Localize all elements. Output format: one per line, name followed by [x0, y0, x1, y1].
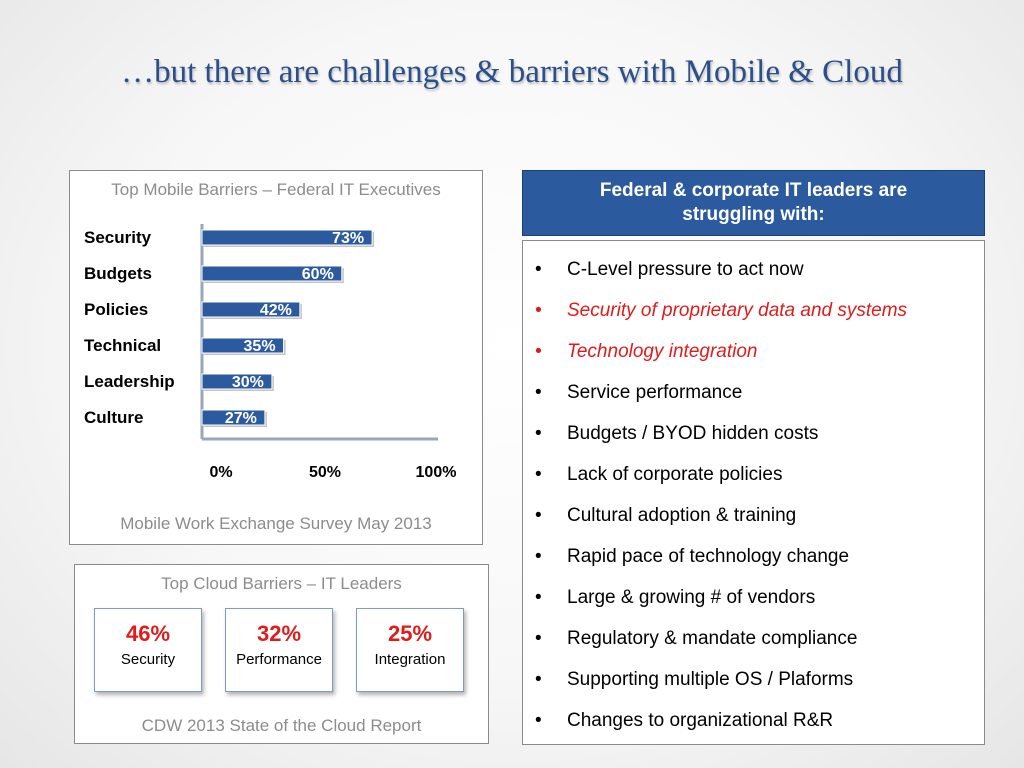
stat-percent: 25%: [387, 621, 433, 646]
bullet-icon: •: [535, 546, 542, 567]
chart-bar: [201, 337, 285, 354]
chart-bar: [201, 265, 343, 282]
stat-label: Performance: [236, 651, 322, 668]
list-item: • Rapid pace of technology change: [535, 543, 907, 584]
list-item: • Budgets / BYOD hidden costs: [535, 420, 907, 461]
mobile-barriers-source: Mobile Work Exchange Survey May 2013: [120, 514, 432, 533]
list-item: • Regulatory & mandate compliance: [535, 625, 907, 666]
cloud-barriers-heading: Top Cloud Barriers – IT Leaders: [161, 574, 402, 593]
cloud-barriers-source: CDW 2013 State of the Cloud Report: [141, 716, 422, 735]
chart-value-label: 60%: [302, 266, 334, 283]
chart-value-label: 42%: [260, 302, 292, 319]
list-item-text: Lack of corporate policies: [567, 464, 783, 485]
list-item: • Cultural adoption & training: [535, 502, 907, 543]
chart-bar: [201, 229, 373, 246]
cloud-stat-security: 46% Security: [94, 608, 202, 692]
chart-bar: [201, 409, 266, 426]
bullet-icon: •: [535, 464, 542, 485]
chart-value-label: 27%: [225, 410, 257, 427]
mobile-barriers-heading: Top Mobile Barriers – Federal IT Executi…: [111, 180, 441, 199]
stat-label: Integration: [374, 651, 446, 668]
chart-category-label: Technical: [84, 336, 161, 355]
bullet-icon: •: [535, 259, 542, 280]
list-item-text: Large & growing # of vendors: [567, 587, 816, 608]
chart-bar: [201, 373, 273, 390]
list-item: • Changes to organizational R&R: [535, 707, 907, 748]
chart-bar: [201, 301, 301, 318]
slide-title: …but there are challenges & barriers wit…: [121, 54, 903, 90]
struggles-panel: • C-Level pressure to act now • Security of…: [522, 240, 985, 745]
chart-category-label: Culture: [84, 408, 144, 427]
list-item: • Service performance: [535, 379, 907, 420]
list-item: • Lack of corporate policies: [535, 461, 907, 502]
list-item-text: C-Level pressure to act now: [567, 259, 804, 280]
list-item-text: Service performance: [567, 382, 743, 403]
chart-value-label: 35%: [244, 338, 276, 355]
chart-value-label: 73%: [332, 230, 364, 247]
list-item-text: Budgets / BYOD hidden costs: [567, 423, 819, 444]
bullet-icon: •: [535, 505, 542, 526]
list-item-text: Cultural adoption & training: [567, 505, 797, 526]
list-item: • Supporting multiple OS / Plaforms: [535, 666, 907, 707]
chart-category-label: Policies: [84, 300, 148, 319]
challenge-list: • C-Level pressure to act now • Security of…: [535, 256, 907, 748]
cloud-stat-performance: 32% Performance: [225, 608, 333, 692]
mobile-barriers-panel: Top Mobile Barriers – Federal IT Executi…: [69, 170, 483, 545]
struggles-header: Federal & corporate IT leaders are strug…: [522, 170, 985, 236]
chart-category-label: Leadership: [84, 372, 175, 391]
list-item-text: Technology integration: [567, 341, 758, 362]
stat-label: Security: [120, 651, 176, 668]
chart-category-label: Budgets: [84, 264, 152, 283]
bullet-icon: •: [535, 341, 542, 362]
list-item-text: Security of proprietary data and systems: [567, 300, 908, 321]
chart-tick-label: 0%: [209, 464, 232, 481]
list-item: • Technology integration: [535, 338, 907, 379]
stat-percent: 46%: [125, 621, 171, 646]
list-item: • Security of proprietary data and system…: [535, 297, 907, 338]
cloud-barriers-panel: Top Cloud Barriers – IT Leaders 46% Secu…: [74, 564, 489, 744]
list-item-text: Changes to organizational R&R: [567, 710, 834, 731]
list-item: • C-Level pressure to act now: [535, 256, 907, 297]
bullet-icon: •: [535, 669, 542, 690]
chart-category-label: Security: [84, 228, 152, 247]
chart-tick-label: 100%: [416, 464, 457, 481]
chart-value-label: 30%: [232, 374, 264, 391]
stat-percent: 32%: [256, 621, 302, 646]
list-item-text: Regulatory & mandate compliance: [567, 628, 858, 649]
bullet-icon: •: [535, 300, 542, 321]
bullet-icon: •: [535, 710, 542, 731]
list-item: • Large & growing # of vendors: [535, 584, 907, 625]
bullet-icon: •: [535, 587, 542, 608]
bullet-icon: •: [535, 628, 542, 649]
cloud-stat-integration: 25% Integration: [356, 608, 464, 692]
chart-tick-label: 50%: [309, 464, 341, 481]
list-item-text: Rapid pace of technology change: [567, 546, 850, 567]
bullet-icon: •: [535, 382, 542, 403]
bullet-icon: •: [535, 423, 542, 444]
list-item-text: Supporting multiple OS / Plaforms: [567, 669, 854, 690]
mobile-barriers-chart: Security 73% Budgets 60% Policies 42% Technica…: [84, 224, 457, 481]
